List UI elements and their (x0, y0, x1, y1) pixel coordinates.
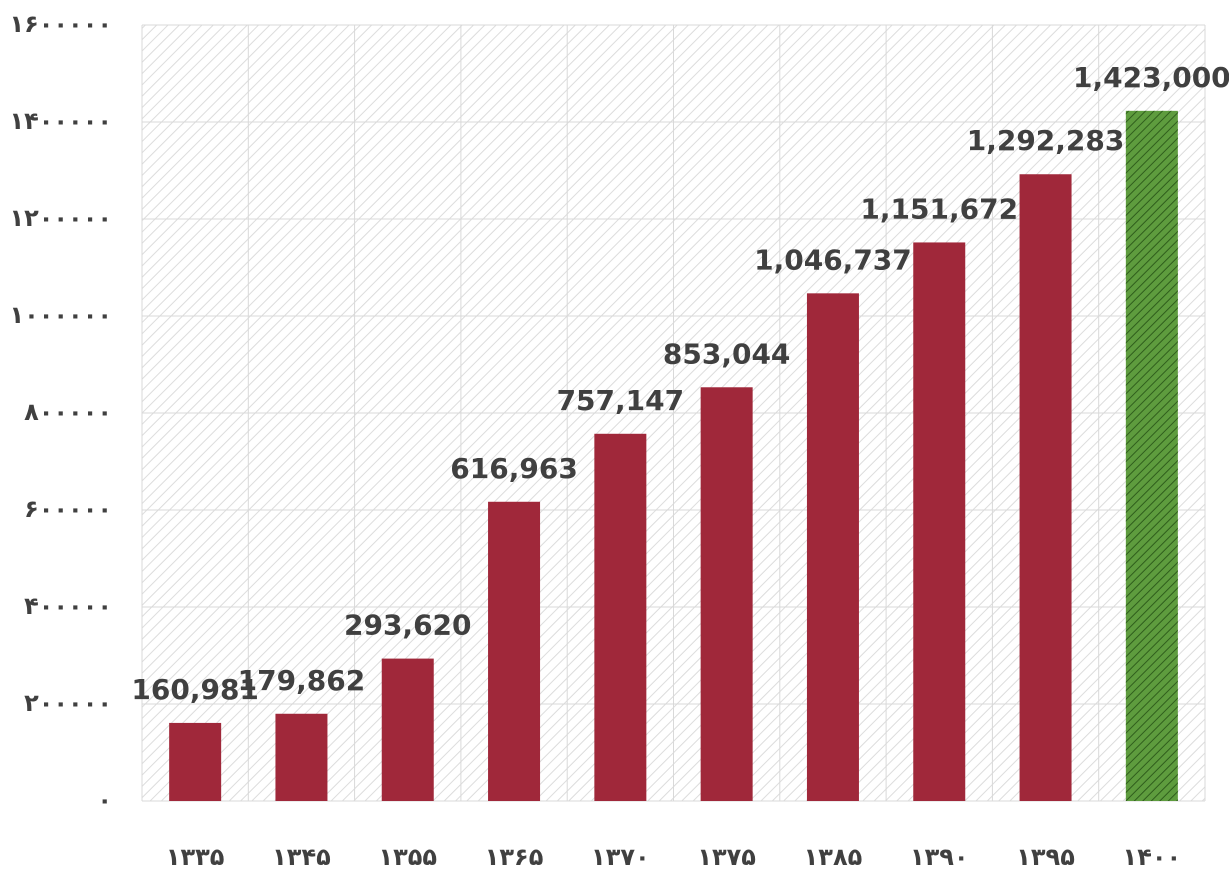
bar (169, 722, 222, 801)
value-label: 1,423,000 (1073, 61, 1229, 94)
y-tick-label: ۸۰۰۰۰۰ (24, 398, 112, 426)
x-tick-label: ۱۳۵۵ (378, 843, 437, 871)
value-label: 1,292,283 (967, 124, 1125, 157)
bar (806, 293, 859, 801)
value-label: 1,151,672 (860, 192, 1018, 225)
bar (1019, 174, 1072, 802)
bar-hatch (1125, 110, 1178, 802)
value-label: 160,981 (131, 673, 259, 706)
bar (700, 387, 753, 801)
x-tick-label: ۱۴۰۰ (1123, 843, 1182, 871)
y-tick-label: ۴۰۰۰۰۰ (24, 592, 112, 620)
bar (381, 658, 434, 801)
y-tick-label: ۱۲۰۰۰۰۰ (9, 204, 112, 232)
x-tick-label: ۱۳۹۵ (1016, 843, 1075, 871)
x-tick-label: ۱۳۴۵ (272, 843, 331, 871)
y-tick-label: ۲۰۰۰۰۰ (24, 689, 112, 717)
y-tick-label: ۶۰۰۰۰۰ (24, 495, 112, 523)
bar (594, 433, 647, 801)
y-tick-label: ۱۴۰۰۰۰۰ (9, 107, 112, 135)
x-tick-label: ۱۳۸۵ (804, 843, 863, 871)
bar (913, 242, 966, 801)
value-label: 179,862 (238, 664, 366, 697)
bar (275, 713, 328, 801)
value-label: 757,147 (557, 384, 685, 417)
x-tick-label: ۱۳۷۵ (697, 843, 756, 871)
y-tick-label: ۱۰۰۰۰۰۰ (9, 301, 112, 329)
y-tick-label: ۰ (97, 786, 112, 814)
x-tick-label: ۱۳۷۰ (591, 843, 650, 871)
value-label: 293,620 (344, 609, 472, 642)
x-tick-label: ۱۳۶۵ (485, 843, 544, 871)
value-label: 616,963 (450, 452, 578, 485)
x-tick-label: ۱۳۹۰ (910, 843, 969, 871)
y-tick-label: ۱۶۰۰۰۰۰ (9, 10, 112, 38)
value-label: 1,046,737 (754, 243, 912, 276)
value-label: 853,044 (663, 337, 791, 370)
x-tick-label: ۱۳۳۵ (166, 843, 225, 871)
bar (488, 501, 541, 801)
